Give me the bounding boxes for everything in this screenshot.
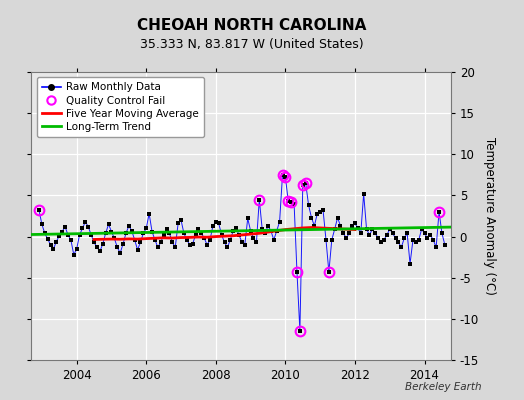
Text: 35.333 N, 83.817 W (United States): 35.333 N, 83.817 W (United States) <box>140 38 363 51</box>
Legend: Raw Monthly Data, Quality Control Fail, Five Year Moving Average, Long-Term Tren: Raw Monthly Data, Quality Control Fail, … <box>37 77 204 137</box>
Y-axis label: Temperature Anomaly (°C): Temperature Anomaly (°C) <box>483 137 496 295</box>
Text: CHEOAH NORTH CAROLINA: CHEOAH NORTH CAROLINA <box>137 18 366 33</box>
Text: Berkeley Earth: Berkeley Earth <box>406 382 482 392</box>
